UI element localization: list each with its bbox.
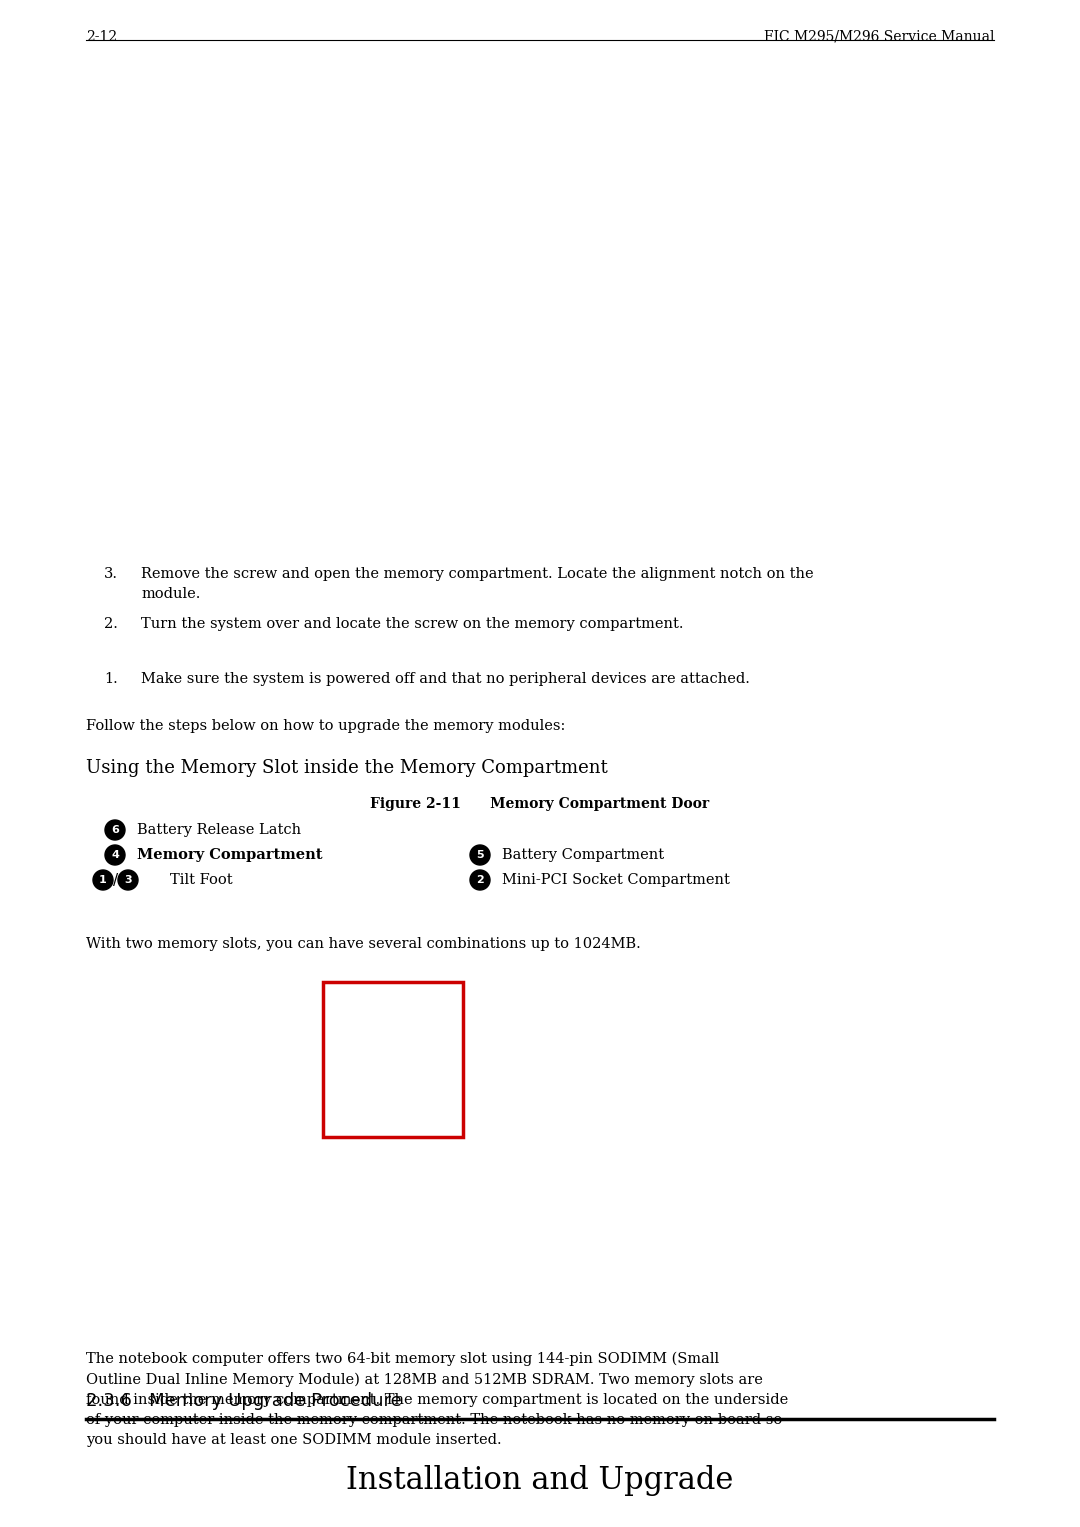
Text: 2.3.6   Memory Upgrade Procedure: 2.3.6 Memory Upgrade Procedure [86, 1393, 402, 1409]
Text: Turn the system over and locate the screw on the memory compartment.: Turn the system over and locate the scre… [141, 617, 684, 631]
Text: /: / [113, 872, 118, 887]
Text: 6: 6 [111, 825, 119, 835]
Text: FIC M295/M296 Service Manual: FIC M295/M296 Service Manual [764, 31, 994, 44]
Text: Battery Compartment: Battery Compartment [502, 847, 664, 863]
Bar [323, 982, 463, 1138]
Text: Memory Compartment: Memory Compartment [137, 847, 323, 863]
Text: 2: 2 [476, 875, 484, 886]
Text: 3.: 3. [104, 567, 118, 580]
Text: Remove the screw and open the memory compartment. Locate the alignment notch on : Remove the screw and open the memory com… [141, 567, 813, 602]
Circle shape [470, 844, 490, 864]
Text: 4: 4 [111, 851, 119, 860]
Circle shape [105, 844, 125, 864]
Circle shape [93, 870, 113, 890]
Text: 3: 3 [124, 875, 132, 886]
Text: The notebook computer offers two 64-bit memory slot using 144-pin SODIMM (Small
: The notebook computer offers two 64-bit … [86, 1351, 788, 1448]
Text: 5: 5 [476, 851, 484, 860]
Text: Figure 2-11      Memory Compartment Door: Figure 2-11 Memory Compartment Door [370, 797, 710, 811]
Text: Make sure the system is powered off and that no peripheral devices are attached.: Make sure the system is powered off and … [141, 672, 750, 686]
Text: Mini-PCI Socket Compartment: Mini-PCI Socket Compartment [502, 873, 730, 887]
Text: 1: 1 [99, 875, 107, 886]
Text: Follow the steps below on how to upgrade the memory modules:: Follow the steps below on how to upgrade… [86, 719, 565, 733]
Text: With two memory slots, you can have several combinations up to 1024MB.: With two memory slots, you can have seve… [86, 938, 640, 951]
Text: Battery Release Latch: Battery Release Latch [137, 823, 301, 837]
Circle shape [118, 870, 138, 890]
Text: Installation and Upgrade: Installation and Upgrade [347, 1464, 733, 1496]
Circle shape [470, 870, 490, 890]
Circle shape [105, 820, 125, 840]
Text: Using the Memory Slot inside the Memory Compartment: Using the Memory Slot inside the Memory … [86, 759, 608, 777]
Text: Tilt Foot: Tilt Foot [170, 873, 232, 887]
Text: 2-12: 2-12 [86, 31, 117, 44]
Text: 1.: 1. [104, 672, 118, 686]
Text: 2.: 2. [104, 617, 118, 631]
